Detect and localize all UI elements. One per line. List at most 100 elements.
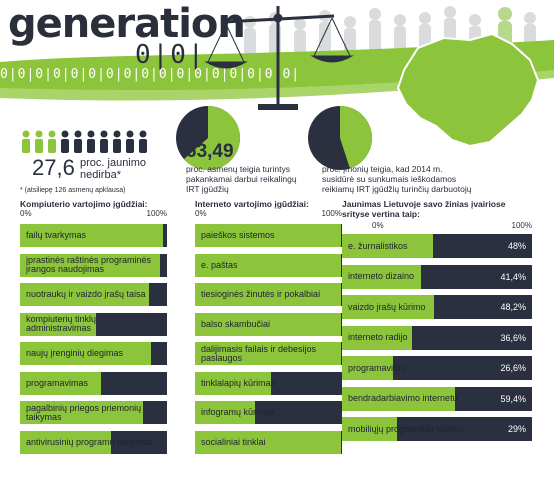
bar-label: infogramų kūrimas (201, 407, 276, 417)
pie-slice (184, 106, 240, 170)
person-icon (61, 130, 69, 153)
bar-fill (20, 283, 150, 306)
bar-value-label: 36,6% (500, 332, 526, 343)
scale-min: 0% (20, 209, 32, 218)
bar-label: pagalbinių priegos priemonių taikymas (26, 402, 142, 422)
bar-fill (20, 253, 160, 277)
bar-label: dalijimasis failais ir debesijos paslaug… (201, 343, 317, 363)
bar-value-label: 48% (507, 241, 526, 251)
bar-fill (342, 386, 455, 411)
bar-label: e. paštas (201, 259, 238, 270)
bar-label: e. žurnalistikos (348, 240, 408, 251)
bar-row: vaizdo įrašų kūrimo 48,2% (342, 295, 532, 319)
person-icon (100, 130, 108, 153)
bar-row: dalijimasis failais ir debesijos paslaug… (195, 342, 342, 365)
stat-2-value: 45 (322, 141, 344, 162)
bar-row: nuotraukų ir vaizdo įrašų taisa (20, 283, 167, 306)
bar-label: tiesioginės žinutės ir pokalbiai (201, 289, 321, 299)
pie-stat-2 (308, 106, 372, 170)
bar-label: bendradarbiavimo internetu (348, 393, 458, 403)
pie-stat-1 (176, 106, 240, 170)
bar-fill (195, 371, 272, 395)
person-icon (74, 130, 82, 153)
stat-1-value: 63,49 (186, 141, 234, 162)
scale-max: 100% (321, 209, 342, 218)
bar-value-label: 59,4% (500, 393, 526, 404)
bar-label: programavimo (348, 362, 406, 373)
youth-skills-title: Jaunimas Lietuvoje savo žinias įvairiose… (342, 199, 506, 219)
bar-value-label: 48,2% (500, 302, 526, 312)
internet-skills-scale: 0% 100% (195, 209, 342, 219)
bar-value-label: 41,4% (500, 271, 526, 282)
bar-fill (20, 224, 163, 247)
person-icon (139, 130, 147, 153)
bar-row: programavimo 26,6% (342, 356, 532, 380)
bar-label: kompiuterių tinklų administravimas (26, 314, 97, 333)
bar-row: interneto radijo 36,6% (342, 325, 532, 350)
scale-max: 100% (511, 221, 532, 230)
computer-skills-scale: 0% 100% (20, 209, 167, 219)
bar-label: nuotraukų ir vaizdo įrašų taisa (26, 289, 146, 299)
bar-fill (20, 312, 97, 336)
scale-min: 0% (372, 221, 384, 230)
bar-row: įprastinės raštinės programinės įrangos … (20, 253, 167, 277)
bar-label: vaizdo įrašų kūrimo (348, 301, 426, 312)
bar-fill (195, 224, 341, 247)
bar-row: e. žurnalistikos 48% (342, 234, 532, 258)
bar-row: pagalbinių priegos priemonių taikymas (20, 401, 167, 424)
unemployed-note: * (atsiliepę 126 asmenų apklausa) (20, 187, 126, 194)
bar-label: balso skambučiai (201, 318, 271, 329)
bar-fill (195, 342, 341, 365)
bar-fill (342, 417, 398, 441)
bar-value-label: 29% (507, 424, 526, 434)
bar-label: paieškos sistemos (201, 230, 275, 240)
computer-skills-section: Kompiuterio vartojimo įgūdžiai: 0% 100% (20, 199, 167, 219)
person-icon (87, 130, 95, 153)
bar-fill (342, 234, 434, 258)
bar-fill (342, 264, 421, 289)
unemployed-value: 27,6 (32, 155, 75, 180)
stat-1-text: proc. asmenų teigia turintys pakankamai … (186, 164, 297, 194)
bar-label: naujų įrenginių diegimas (26, 348, 124, 358)
bar-fill (342, 325, 412, 350)
bar-row: tiesioginės žinutės ir pokalbiai (195, 283, 342, 306)
bar-row: interneto dizaino 41,4% (342, 264, 532, 289)
bar-row: bendradarbiavimo internetu 59,4% (342, 386, 532, 411)
bar-row: socialiniai tinklai (195, 430, 342, 454)
binary-strip: 0|0|0|0|0|0|0|0|0|0|0|0|0|0|0|0|0| (0, 67, 301, 82)
person-icon (35, 130, 43, 153)
internet-skills-title: Interneto vartojimo įgūdžiai: (195, 199, 309, 209)
logo-generation: generation (8, 1, 246, 47)
bar-fill (20, 430, 112, 454)
internet-skills-section: Interneto vartojimo įgūdžiai: 0% 100% (195, 199, 342, 219)
person-icon (22, 130, 30, 153)
bar-row: paieškos sistemos (195, 224, 342, 247)
logo-binary: 0|0| (135, 40, 206, 70)
bar-fill (20, 371, 101, 395)
person-icon (126, 130, 134, 153)
bar-label: interneto dizaino (348, 271, 415, 281)
bar-label: mobiliųjų programėlių kūrimo (348, 423, 464, 434)
bar-label: interneto radijo (348, 332, 408, 342)
bar-label: failų tvarkymas (26, 230, 87, 240)
bar-fill (20, 401, 144, 424)
bar-fill (195, 253, 341, 277)
bar-row: naujų įrenginių diegimas (20, 342, 167, 365)
scale-min: 0% (195, 209, 207, 218)
bar-fill (342, 356, 393, 380)
bar-fill (342, 295, 434, 319)
bar-value-label: 26,6% (500, 363, 526, 373)
bar-row: balso skambučiai (195, 312, 342, 336)
bar-label: socialiniai tinklai (201, 436, 266, 447)
bar-row: antivirusinių programų taikymas (20, 430, 167, 454)
bar-fill (195, 283, 341, 306)
bar-row: programavimas (20, 371, 167, 395)
bar-row: tinklalapių kūrimas (195, 371, 342, 395)
bar-fill (195, 401, 256, 424)
bar-label: antivirusinių programų taikymas (26, 436, 153, 447)
computer-skills-title: Kompiuterio vartojimo įgūdžiai: (20, 199, 148, 209)
bar-row: mobiliųjų programėlių kūrimo 29% (342, 417, 532, 441)
youth-skills-section: 0% 100% (372, 221, 532, 231)
stat-2-text: proc. įmonių teigia, kad 2014 m. susidūr… (322, 164, 472, 194)
